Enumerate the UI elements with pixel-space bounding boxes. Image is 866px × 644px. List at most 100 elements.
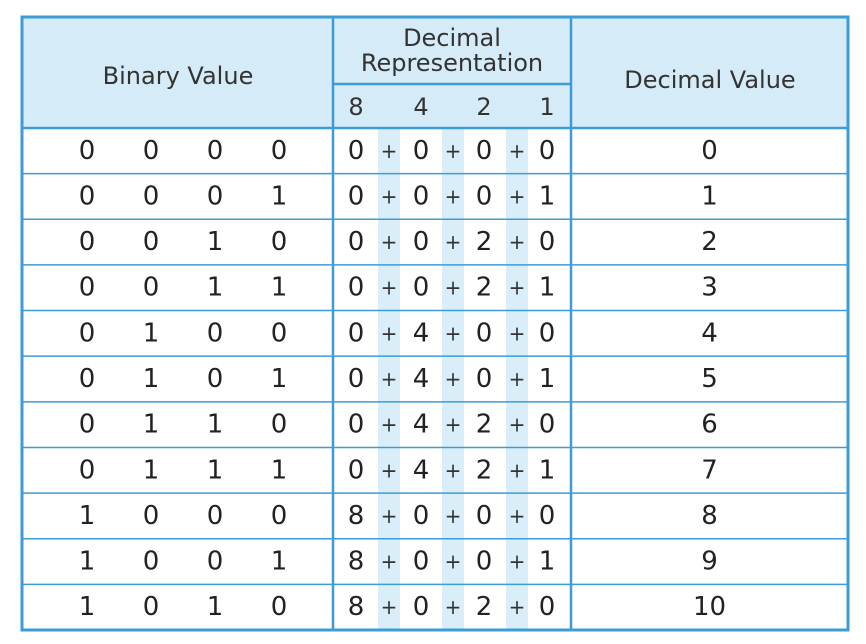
term: 0	[413, 181, 430, 211]
bit: 0	[207, 318, 224, 348]
term: 0	[476, 501, 493, 531]
bit: 0	[207, 181, 224, 211]
bit: 1	[79, 547, 96, 577]
operator: +	[445, 367, 462, 391]
term: 0	[348, 181, 365, 211]
table-border	[20, 15, 850, 632]
decimal-value: 9	[701, 547, 718, 577]
operator-band	[378, 128, 400, 630]
operator: +	[509, 504, 526, 528]
operator: +	[445, 276, 462, 300]
operator: +	[509, 413, 526, 437]
bit: 0	[207, 136, 224, 166]
term: 0	[348, 455, 365, 485]
operator: +	[381, 184, 398, 208]
weight-header: 8	[348, 93, 363, 121]
operator-band	[442, 128, 464, 630]
term: 1	[539, 547, 556, 577]
term: 0	[348, 318, 365, 348]
term: 0	[413, 592, 430, 622]
bit: 1	[271, 547, 288, 577]
decimal-value: 3	[701, 273, 718, 303]
term: 0	[539, 318, 556, 348]
term: 2	[476, 455, 493, 485]
decimal-header: Decimal Value	[624, 66, 795, 94]
bit: 0	[79, 455, 96, 485]
operator: +	[445, 504, 462, 528]
term: 4	[413, 318, 430, 348]
decimal-value: 0	[701, 136, 718, 166]
binary-header: Binary Value	[103, 62, 254, 90]
term: 0	[413, 273, 430, 303]
operator: +	[445, 139, 462, 163]
term: 8	[348, 501, 365, 531]
bit: 1	[207, 592, 224, 622]
bit: 1	[271, 455, 288, 485]
bit: 0	[79, 136, 96, 166]
bit: 1	[207, 273, 224, 303]
bit: 0	[143, 592, 160, 622]
operator: +	[381, 504, 398, 528]
operator: +	[381, 367, 398, 391]
operator: +	[445, 458, 462, 482]
bit: 0	[271, 501, 288, 531]
bit: 0	[143, 181, 160, 211]
term: 8	[348, 547, 365, 577]
decimal-value: 5	[701, 364, 718, 394]
bit: 1	[271, 364, 288, 394]
bit: 0	[271, 136, 288, 166]
term: 1	[539, 181, 556, 211]
representation-header: Decimal	[403, 24, 501, 52]
operator: +	[509, 458, 526, 482]
bit: 0	[271, 227, 288, 257]
bit: 1	[143, 410, 160, 440]
operator: +	[445, 184, 462, 208]
weight-header: 2	[476, 93, 491, 121]
operator: +	[445, 595, 462, 619]
term: 4	[413, 410, 430, 440]
operator: +	[509, 550, 526, 574]
term: 1	[539, 273, 556, 303]
operator: +	[509, 367, 526, 391]
decimal-value: 8	[701, 501, 718, 531]
bit: 0	[271, 592, 288, 622]
operator: +	[381, 139, 398, 163]
term: 0	[539, 410, 556, 440]
bit: 0	[143, 136, 160, 166]
bit: 0	[143, 227, 160, 257]
bit: 0	[79, 181, 96, 211]
operator: +	[381, 550, 398, 574]
bit: 1	[271, 273, 288, 303]
operator: +	[509, 230, 526, 254]
term: 8	[348, 592, 365, 622]
bit: 0	[79, 318, 96, 348]
bit: 1	[79, 501, 96, 531]
operator: +	[381, 413, 398, 437]
bit: 0	[207, 364, 224, 394]
bit: 1	[143, 364, 160, 394]
term: 0	[413, 547, 430, 577]
term: 0	[539, 501, 556, 531]
term: 0	[476, 136, 493, 166]
term: 0	[413, 501, 430, 531]
bit: 0	[79, 227, 96, 257]
term: 0	[539, 592, 556, 622]
bit: 1	[207, 410, 224, 440]
operator: +	[445, 321, 462, 345]
term: 0	[348, 227, 365, 257]
bit: 0	[79, 364, 96, 394]
operator: +	[381, 321, 398, 345]
term: 0	[539, 227, 556, 257]
bit: 1	[207, 455, 224, 485]
operator: +	[445, 550, 462, 574]
decimal-value: 10	[693, 592, 726, 622]
term: 0	[413, 136, 430, 166]
term: 2	[476, 592, 493, 622]
term: 0	[476, 547, 493, 577]
operator: +	[381, 595, 398, 619]
decimal-value: 7	[701, 455, 718, 485]
bit: 1	[143, 455, 160, 485]
weight-header: 4	[413, 93, 428, 121]
operator: +	[381, 458, 398, 482]
